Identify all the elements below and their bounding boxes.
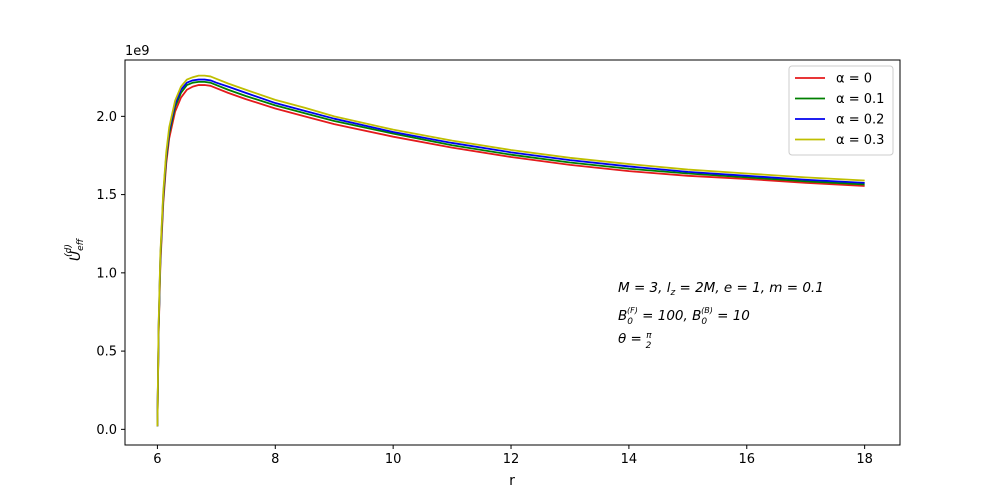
x-axis: 6 8 10 12 14 16 18	[153, 445, 873, 467]
legend: α = 0 α = 0.1 α = 0.2 α = 0.3	[788, 65, 894, 156]
x-tick-label: 14	[621, 452, 638, 467]
y-axis-label: Ueff(d)	[64, 237, 86, 261]
legend-box	[788, 65, 894, 156]
legend-label-0: α = 0	[836, 72, 872, 87]
y-tick-label: 1.0	[96, 266, 117, 281]
y-tick-label: 1.5	[96, 188, 117, 203]
x-tick-label: 8	[271, 452, 279, 467]
legend-label-2: α = 0.2	[836, 113, 884, 128]
legend-label-1: α = 0.1	[836, 92, 884, 107]
y-tick-label: 0.5	[96, 345, 117, 360]
annotation-params-2: B0(F) = 100, B0(B) = 10	[618, 306, 750, 327]
annotation-block: M = 3, lz = 2M, e = 1, m = 0.1 B0(F) = 1…	[618, 280, 824, 351]
x-tick-label: 10	[385, 452, 402, 467]
y-axis: 0.0 0.5 1.0 1.5 2.0	[96, 110, 125, 438]
y-offset-label: 1e9	[125, 44, 150, 59]
series-line-1	[156, 81, 865, 427]
series-line-2	[156, 78, 865, 427]
plot-frame	[124, 59, 901, 446]
x-tick-label: 18	[856, 452, 873, 467]
series-layer	[156, 74, 865, 427]
y-tick-label: 0.0	[96, 423, 117, 438]
x-tick-label: 16	[738, 452, 755, 467]
series-line-3	[156, 74, 865, 427]
y-tick-label: 2.0	[96, 110, 117, 125]
series-line-0	[156, 84, 865, 427]
x-tick-label: 6	[153, 452, 161, 467]
x-axis-label: r	[509, 473, 515, 489]
svg-text:Ueff(d): Ueff(d)	[64, 237, 86, 261]
x-tick-label: 12	[503, 452, 520, 467]
annotation-params-1: M = 3, lz = 2M, e = 1, m = 0.1	[618, 280, 824, 298]
legend-label-3: α = 0.3	[836, 133, 884, 148]
